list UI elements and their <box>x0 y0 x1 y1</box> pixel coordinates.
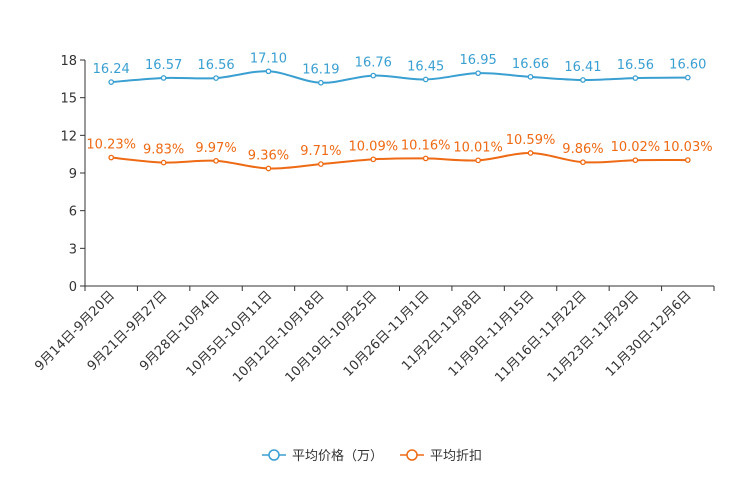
series-line <box>111 70 688 84</box>
data-label: 16.45 <box>407 59 444 74</box>
data-point[interactable] <box>632 75 639 81</box>
data-point[interactable] <box>422 155 429 162</box>
data-point[interactable] <box>527 150 534 156</box>
data-point[interactable] <box>213 157 219 164</box>
data-point[interactable] <box>632 157 639 164</box>
y-tick-label: 3 <box>69 242 77 257</box>
data-label: 9.86% <box>562 142 603 157</box>
legend-marker <box>268 449 280 461</box>
data-point[interactable] <box>475 157 481 164</box>
data-label: 9.83% <box>143 143 184 158</box>
series-1: 16.24 16.57 16.56 17.10 16.19 16.76 16.45 16.95… <box>93 51 706 86</box>
data-point[interactable] <box>580 77 586 83</box>
x-tick-label: 11月23日-11月29日 <box>545 288 642 385</box>
data-label: 16.19 <box>302 63 339 78</box>
data-point[interactable] <box>213 75 219 81</box>
data-label: 16.56 <box>617 58 654 73</box>
data-point[interactable] <box>160 75 167 81</box>
data-point[interactable] <box>318 79 324 86</box>
data-label: 10.01% <box>453 140 503 155</box>
data-label: 16.66 <box>512 57 549 72</box>
legend[interactable]: 平均价格（万） 平均折扣 <box>262 448 482 464</box>
legend-item-2[interactable]: 平均折扣 <box>400 449 482 464</box>
data-point[interactable] <box>108 79 115 85</box>
y-tick-label: 18 <box>60 54 77 69</box>
data-point[interactable] <box>422 76 429 83</box>
legend-label: 平均折扣 <box>430 449 482 464</box>
data-label: 16.57 <box>145 58 182 73</box>
x-tick-label: 11月16日-11月22日 <box>492 288 589 385</box>
data-point[interactable] <box>684 157 691 163</box>
data-point[interactable] <box>265 165 272 172</box>
data-point[interactable] <box>265 68 272 75</box>
data-label: 16.56 <box>197 58 234 73</box>
series-2: 10.23% 9.83% 9.97%9.36% 9.71% 10.09% 10.16% 10… <box>86 133 713 172</box>
data-point[interactable] <box>475 70 481 77</box>
axes-group: 03691215189月14日-9月20日9月21日-9月27日9月28日-10… <box>32 54 715 386</box>
data-point[interactable] <box>318 161 324 167</box>
data-label: 10.02% <box>611 140 661 155</box>
data-point[interactable] <box>160 159 167 166</box>
y-tick-label: 15 <box>60 92 77 107</box>
legend-marker <box>406 449 418 461</box>
y-tick-label: 0 <box>69 280 77 295</box>
data-label: 10.16% <box>401 138 451 153</box>
series-line <box>111 152 688 170</box>
data-label: 9.97% <box>195 141 236 156</box>
y-tick-label: 12 <box>60 129 77 144</box>
data-point[interactable] <box>527 73 534 80</box>
data-label: 9.36% <box>248 148 289 163</box>
data-label: 9.71% <box>300 144 341 159</box>
data-label: 16.41 <box>564 60 601 75</box>
data-label: 10.03% <box>663 140 713 155</box>
series-group: 16.24 16.57 16.56 17.10 16.19 16.76 16.45 16.95… <box>86 51 713 172</box>
data-label: 10.59% <box>506 133 556 148</box>
x-tick-label: 10月12日-10月18日 <box>230 288 327 385</box>
legend-label: 平均价格（万） <box>292 448 383 464</box>
data-label: 16.76 <box>355 56 392 71</box>
data-point[interactable] <box>370 72 377 79</box>
data-label: 10.23% <box>86 138 136 153</box>
data-label: 16.95 <box>460 53 497 68</box>
y-tick-label: 6 <box>69 205 77 220</box>
x-tick-label: 10月19日-10月25日 <box>283 288 380 385</box>
data-point[interactable] <box>684 74 691 81</box>
data-point[interactable] <box>370 156 377 163</box>
y-tick-label: 9 <box>69 167 77 182</box>
data-label: 16.60 <box>669 58 706 73</box>
data-label: 17.10 <box>250 51 287 66</box>
data-label: 10.09% <box>349 139 399 154</box>
legend-item-1[interactable]: 平均价格（万） <box>262 448 383 464</box>
data-point[interactable] <box>108 154 115 161</box>
data-point[interactable] <box>580 159 586 166</box>
data-label: 16.24 <box>93 62 130 77</box>
